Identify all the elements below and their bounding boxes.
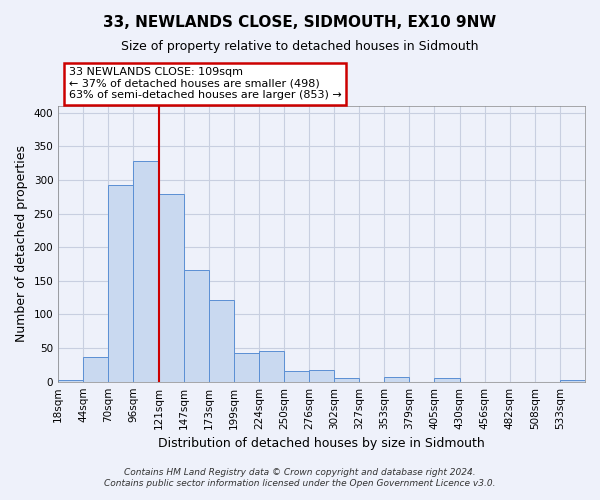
Text: Size of property relative to detached houses in Sidmouth: Size of property relative to detached ho…	[121, 40, 479, 53]
Bar	[234, 354, 259, 382]
Bar	[109, 184, 133, 382]
Bar	[83, 357, 109, 382]
Text: 33, NEWLANDS CLOSE, SIDMOUTH, EX10 9NW: 33, NEWLANDS CLOSE, SIDMOUTH, EX10 9NW	[103, 15, 497, 30]
Bar	[209, 300, 234, 382]
Bar	[434, 378, 460, 382]
Bar	[284, 371, 309, 382]
Bar	[184, 270, 209, 382]
Text: 33 NEWLANDS CLOSE: 109sqm
← 37% of detached houses are smaller (498)
63% of semi: 33 NEWLANDS CLOSE: 109sqm ← 37% of detac…	[69, 67, 341, 100]
X-axis label: Distribution of detached houses by size in Sidmouth: Distribution of detached houses by size …	[158, 437, 485, 450]
Bar	[133, 161, 158, 382]
Bar	[334, 378, 359, 382]
Bar	[560, 380, 585, 382]
Text: Contains HM Land Registry data © Crown copyright and database right 2024.
Contai: Contains HM Land Registry data © Crown c…	[104, 468, 496, 487]
Y-axis label: Number of detached properties: Number of detached properties	[15, 146, 28, 342]
Bar	[259, 352, 284, 382]
Bar	[158, 194, 184, 382]
Bar	[385, 377, 409, 382]
Bar	[309, 370, 334, 382]
Bar	[58, 380, 83, 382]
